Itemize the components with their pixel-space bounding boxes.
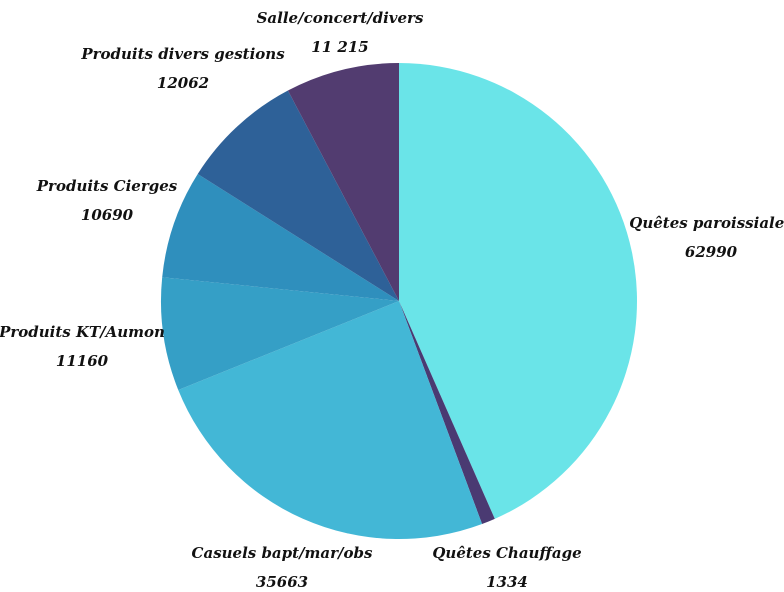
slice-label-quetes-paroissiales: Quêtes paroissiales — [629, 214, 784, 232]
pie-slice-2 — [178, 301, 483, 539]
pie-slices — [161, 63, 638, 539]
slice-label-produits-divers-gestions: Produits divers gestions — [80, 45, 285, 63]
slice-value-casuels: 35663 — [256, 573, 308, 591]
slice-value-produits-kt-aumon: 11160 — [56, 352, 109, 370]
pie-slice-5 — [197, 90, 399, 301]
slice-value-quetes-paroissiales: 62990 — [685, 243, 738, 261]
slice-label-casuels: Casuels bapt/mar/obs — [192, 544, 373, 562]
pie-slice-4 — [162, 173, 399, 301]
pie-slice-6 — [287, 63, 399, 301]
pie-labels: Quêtes paroissiales 62990 Quêtes Chauffa… — [0, 9, 784, 591]
slice-label-quetes-chauffage: Quêtes Chauffage — [432, 544, 581, 562]
pie-slice-3 — [161, 277, 399, 390]
slice-label-produits-kt-aumon: Produits KT/Aumon — [0, 323, 165, 341]
slice-value-produits-divers-gestions: 12062 — [157, 74, 209, 92]
slice-value-salle-concert-divers: 11 215 — [311, 38, 368, 56]
slice-value-produits-cierges: 10690 — [81, 206, 134, 224]
slice-value-quetes-chauffage: 1334 — [486, 573, 528, 591]
pie-slice-0 — [399, 63, 638, 519]
pie-slice-1 — [399, 301, 495, 525]
slice-label-salle-concert-divers: Salle/concert/divers — [257, 9, 424, 27]
slice-label-produits-cierges: Produits Cierges — [36, 177, 178, 195]
